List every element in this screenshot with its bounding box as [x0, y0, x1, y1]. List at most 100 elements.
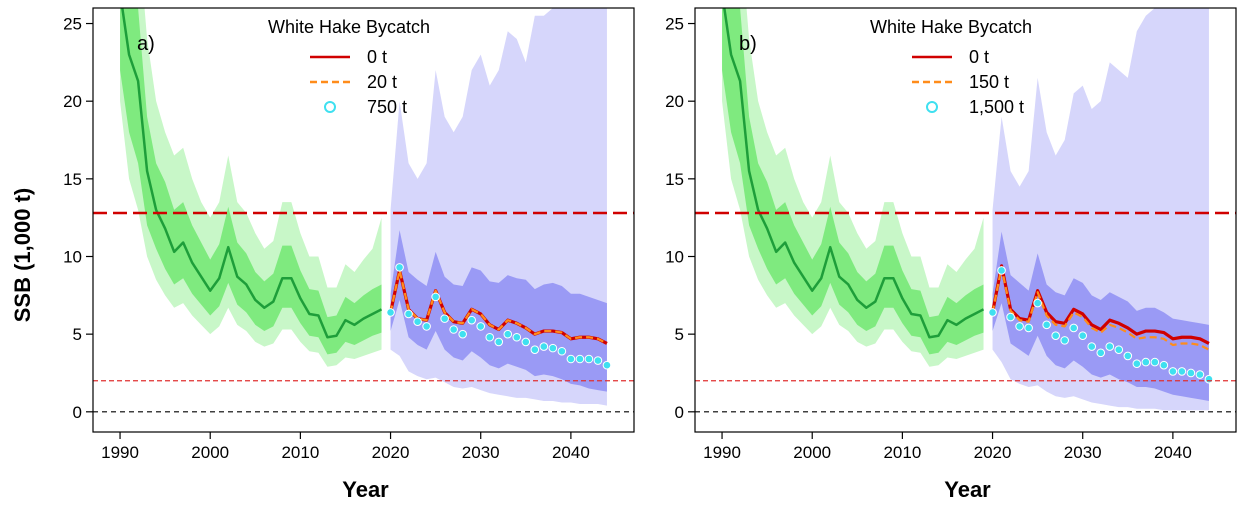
series-line-mid: [389, 269, 608, 345]
x-tick-label: 2030: [462, 443, 500, 462]
x-tick-label: 2010: [281, 443, 319, 462]
series-point: [1159, 360, 1169, 370]
legend-entry-label: 0 t: [969, 47, 989, 67]
y-tick-label: 0: [73, 403, 82, 422]
series-point: [467, 315, 477, 325]
legend-key-point: [926, 101, 938, 113]
legend: White Hake Bycatch 0 t 150 t 1,500 t: [870, 17, 1032, 117]
series-point: [1060, 336, 1069, 345]
y-tick-label: 20: [63, 92, 82, 111]
series-point: [404, 309, 413, 319]
series-point: [557, 346, 567, 356]
x-tick-label: 2000: [793, 443, 831, 462]
x-tick-label: 1990: [101, 443, 139, 462]
y-tick-label: 25: [63, 15, 82, 34]
series-point: [1195, 370, 1205, 379]
series-point: [1096, 348, 1106, 358]
series-point: [1051, 331, 1060, 341]
series-point: [584, 354, 594, 364]
series-point: [449, 325, 458, 334]
legend: White Hake Bycatch 0 t 20 t 750 t: [268, 17, 430, 117]
series-point: [395, 263, 404, 272]
y-tick-label: 15: [665, 170, 684, 189]
series-point: [988, 308, 997, 317]
y-tick-label: 15: [63, 170, 82, 189]
y-axis-title: SSB (1,000 t): [10, 188, 35, 323]
series-point: [1132, 359, 1142, 368]
series-point: [458, 329, 467, 339]
series-point: [485, 332, 495, 342]
series-point: [1069, 323, 1078, 333]
series-point: [1015, 322, 1024, 331]
series-point: [1114, 345, 1124, 354]
series-point: [422, 322, 431, 331]
series-point: [1177, 367, 1187, 376]
series-point: [530, 345, 540, 354]
series-point: [997, 266, 1006, 275]
x-tick-label: 2020: [372, 443, 410, 462]
series-point: [1033, 298, 1042, 308]
legend-entry-label: 750 t: [367, 97, 407, 117]
series-point: [521, 337, 531, 347]
series-point: [593, 356, 603, 365]
plot-area: [120, 8, 612, 406]
series-point: [1168, 367, 1178, 376]
series-point: [1186, 368, 1196, 378]
plot-area: [722, 8, 1214, 411]
x-tick-label: 2030: [1064, 443, 1102, 462]
y-tick-label: 20: [665, 92, 684, 111]
legend-entry-label: 1,500 t: [969, 97, 1024, 117]
series-point: [539, 342, 549, 351]
series-point: [548, 343, 558, 353]
x-tick-label: 2000: [191, 443, 229, 462]
legend-entry-label: 20 t: [367, 72, 397, 92]
x-axis-title: Year: [944, 477, 991, 502]
series-point: [1105, 342, 1115, 351]
x-tick-label: 2040: [552, 443, 590, 462]
series-point: [1141, 357, 1151, 367]
x-axis-title: Year: [342, 477, 389, 502]
legend-key-point: [324, 101, 336, 113]
y-tick-label: 5: [675, 325, 684, 344]
series-point: [1150, 357, 1160, 367]
panel-b: 1990 2000 2010 2020 2030 2040 0 5 10 15 20 25 Year b)…: [665, 7, 1237, 502]
x-tick-label: 2020: [974, 443, 1012, 462]
x-tick-label: 1990: [703, 443, 741, 462]
historical-inner-band: [120, 8, 382, 355]
plot-frame: [92, 7, 635, 433]
series-point: [1204, 374, 1214, 384]
series-point: [575, 354, 585, 364]
series-point: [1123, 351, 1133, 361]
y-tick-label: 25: [665, 15, 684, 34]
series-point: [386, 308, 395, 317]
historical-median-line: [121, 8, 383, 339]
legend-entry-label: 0 t: [367, 47, 387, 67]
plot-frame: [694, 7, 1237, 433]
series-point: [476, 322, 486, 331]
series-line-mid: [991, 266, 1210, 351]
series-point: [1006, 312, 1015, 322]
series-point: [413, 317, 422, 327]
series-point: [440, 314, 449, 323]
y-tick-label: 10: [665, 247, 684, 266]
y-tick-label: 0: [675, 403, 684, 422]
series-point: [431, 292, 440, 302]
x-tick-label: 2010: [883, 443, 921, 462]
legend-title: White Hake Bycatch: [268, 17, 430, 37]
series-point: [503, 329, 513, 339]
legend-entry-label: 150 t: [969, 72, 1009, 92]
series-point: [494, 337, 504, 347]
series-point: [512, 332, 522, 342]
y-tick-label: 5: [73, 325, 82, 344]
historical-inner-band: [722, 8, 984, 355]
series-point: [602, 360, 612, 370]
x-tick-label: 2040: [1154, 443, 1192, 462]
panel-a: 1990 2000 2010 2020 2030 2040 0 5 10 15 20 25 Year a)…: [63, 7, 635, 502]
panel-label: b): [739, 33, 757, 55]
series-point: [566, 354, 576, 364]
series-point: [1087, 342, 1097, 351]
historical-median-line: [723, 8, 985, 339]
series-point: [1078, 331, 1088, 341]
